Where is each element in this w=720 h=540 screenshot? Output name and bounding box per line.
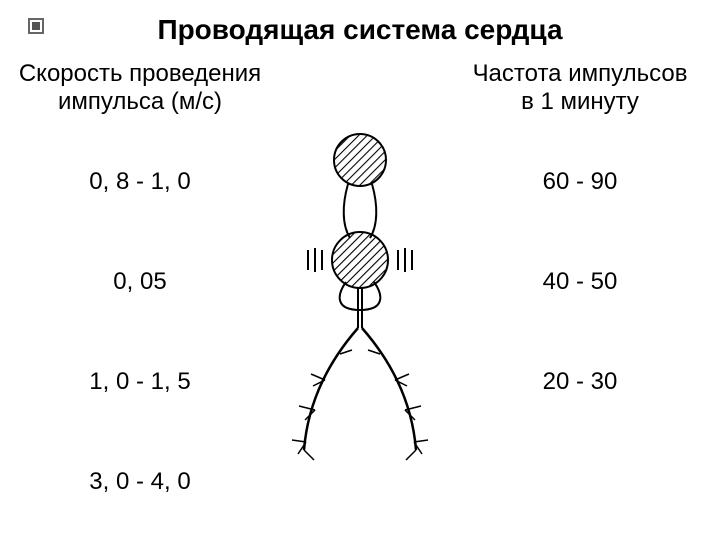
speed-value-3: 3, 0 - 4, 0 xyxy=(40,468,240,496)
internodal-tract-left xyxy=(344,184,350,238)
his-bundle xyxy=(358,288,362,328)
conduction-diagram xyxy=(270,130,450,510)
av-node-icon xyxy=(332,232,388,288)
freq-value-1: 40 - 50 xyxy=(480,268,680,296)
conduction-svg xyxy=(270,130,450,510)
internodal-tract-right xyxy=(370,184,376,238)
speed-value-0: 0, 8 - 1, 0 xyxy=(40,168,240,196)
sa-node-icon xyxy=(334,134,386,186)
subheading-right-line2: в 1 минуту xyxy=(450,88,710,116)
purkinje-mid xyxy=(340,350,380,354)
speed-value-1: 0, 05 xyxy=(40,268,240,296)
subheading-left-line1: Скорость проведения xyxy=(10,60,270,88)
speed-value-2: 1, 0 - 1, 5 xyxy=(40,368,240,396)
subheading-right: Частота импульсов в 1 минуту xyxy=(450,60,710,116)
side-marks-left xyxy=(308,248,322,272)
freq-value-0: 60 - 90 xyxy=(480,168,680,196)
side-marks-right xyxy=(398,248,412,272)
left-bundle-branch xyxy=(304,328,358,450)
subheading-left-line2: импульса (м/с) xyxy=(10,88,270,116)
right-bundle-branch xyxy=(362,328,416,450)
subheading-right-line1: Частота импульсов xyxy=(450,60,710,88)
page-title: Проводящая система сердца xyxy=(0,14,720,46)
freq-value-2: 20 - 30 xyxy=(480,368,680,396)
subheading-left: Скорость проведения импульса (м/с) xyxy=(10,60,270,116)
